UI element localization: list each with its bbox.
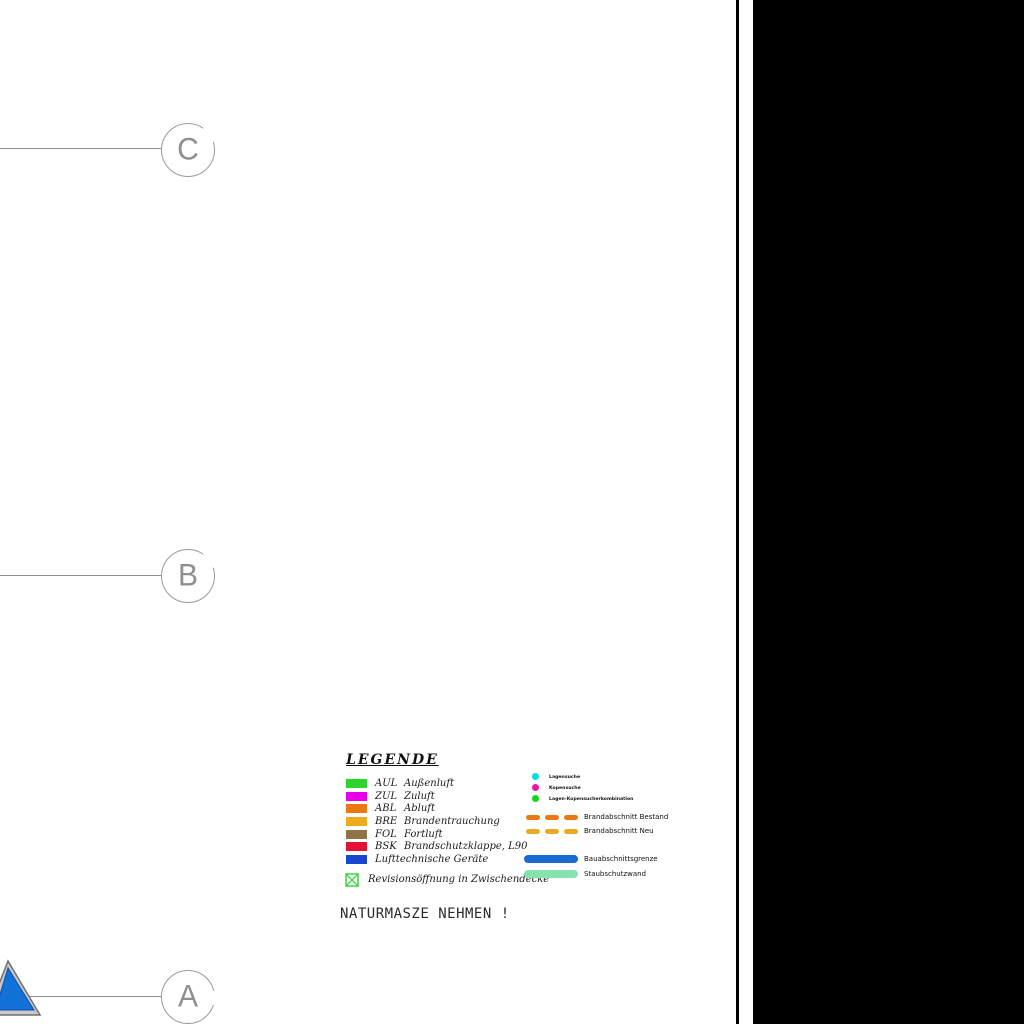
legend-row-abl: ABL Abluft: [344, 802, 674, 815]
solid-row-bauabschnitt: Bauabschnittsgrenze: [524, 855, 658, 863]
marker-dot: [532, 773, 539, 780]
duct-abbr: AUL: [375, 777, 398, 789]
legend-row-bre: BRE Brandentrauchung: [344, 815, 674, 828]
marker-label: Lagensuche: [549, 773, 581, 780]
duct-label: Lufttechnische Geräte: [375, 853, 489, 865]
duct-label: Zuluft: [404, 790, 435, 802]
marker-row-2: Kopensuche: [524, 783, 604, 792]
off-paper-area: [753, 0, 1024, 1024]
legend-duct-rows: AUL Außenluft ZUL Zuluft ABL Abluft BRE …: [344, 777, 674, 866]
dash-segment: [545, 814, 559, 820]
legend-row-aul: AUL Außenluft: [344, 777, 674, 790]
marker-dot: [532, 784, 539, 791]
grid-line-b: [0, 575, 162, 576]
dashed-row-neu: Brandabschnitt Neu: [524, 827, 654, 835]
triangle-symbol: [0, 959, 42, 1016]
duct-abbr: ZUL: [375, 790, 398, 802]
legend-row-fol: FOL Fortluft: [344, 828, 674, 841]
color-swatch: [346, 842, 367, 852]
marker-label: Kopensuche: [549, 784, 581, 791]
legend-row-bsk: BSK Brandschutzklappe, L90: [344, 840, 674, 853]
arc-gap: [200, 123, 220, 143]
duct-label: Brandschutzklappe, L90: [404, 841, 528, 853]
dashed-label: Brandabschnitt Neu: [584, 827, 654, 835]
dash-segment: [545, 828, 559, 834]
dash-segment: [564, 828, 578, 834]
grid-bubble-c-label: C: [177, 132, 199, 167]
grid-bubble-a-label: A: [177, 979, 198, 1014]
duct-abbr: FOL: [375, 828, 397, 840]
dash-segment: [526, 828, 540, 834]
legend-row-zul: ZUL Zuluft: [344, 790, 674, 803]
dashed-row-bestand: Brandabschnitt Bestand: [524, 813, 668, 821]
legend-right-column: Lagensuche Kopensuche Lagen-Kopensucherk…: [524, 768, 704, 888]
dash-segment: [564, 814, 578, 820]
marker-row-1: Lagensuche: [524, 772, 603, 781]
grid-bubble-a: A: [161, 970, 220, 1024]
solid-row-staubschutz: Staubschutzwand: [524, 870, 646, 878]
triangle-inner: [0, 966, 35, 1011]
legend-block: LEGENDE AUL Außenluft ZUL Zuluft ABL Abl…: [344, 752, 674, 887]
sheet-frame-line: [736, 0, 739, 1024]
color-swatch: [346, 791, 367, 801]
dash-segment: [526, 814, 540, 820]
legend-row-revision: Revisionsöffnung in Zwischendecke: [344, 873, 674, 887]
grid-line-a: [0, 996, 162, 997]
duct-label: Abluft: [404, 803, 435, 815]
dashed-line-sample: [526, 828, 578, 834]
arc-gap: [200, 549, 220, 569]
solid-label: Bauabschnittsgrenze: [584, 855, 658, 863]
duct-abbr: BRE: [375, 815, 398, 827]
duct-label: Fortluft: [404, 828, 443, 840]
color-swatch: [346, 778, 367, 788]
arc-gap: [204, 991, 220, 1005]
legend-title: LEGENDE: [346, 752, 439, 768]
duct-abbr: ABL: [375, 803, 397, 815]
marker-dot: [532, 795, 539, 802]
grid-bubble-c: C: [161, 123, 220, 177]
solid-line-sample: [524, 855, 578, 863]
color-swatch: [346, 816, 367, 826]
color-swatch: [346, 854, 367, 864]
legend-row-geraete: Lufttechnische Geräte: [344, 853, 674, 866]
revision-label: Revisionsöffnung in Zwischendecke: [368, 874, 550, 886]
color-swatch: [346, 829, 367, 839]
grid-bubble-b-label: B: [177, 558, 198, 593]
duct-label: Brandentrauchung: [404, 815, 500, 827]
dashed-line-sample: [526, 814, 578, 820]
grid-bubble-b: B: [161, 549, 220, 603]
solid-line-sample: [524, 870, 578, 878]
naturmasse-note: NATURMASZE NEHMEN !: [340, 906, 510, 922]
duct-label: Außenluft: [404, 777, 455, 789]
solid-label: Staubschutzwand: [584, 870, 647, 878]
color-swatch: [346, 804, 367, 814]
revision-opening-icon: [345, 873, 359, 887]
grid-line-c: [0, 148, 162, 149]
marker-row-3: Lagen-Kopensucherkombination: [524, 794, 695, 803]
marker-label: Lagen-Kopensucherkombination: [549, 795, 634, 802]
dashed-label: Brandabschnitt Bestand: [584, 813, 669, 821]
duct-abbr: BSK: [375, 841, 397, 853]
